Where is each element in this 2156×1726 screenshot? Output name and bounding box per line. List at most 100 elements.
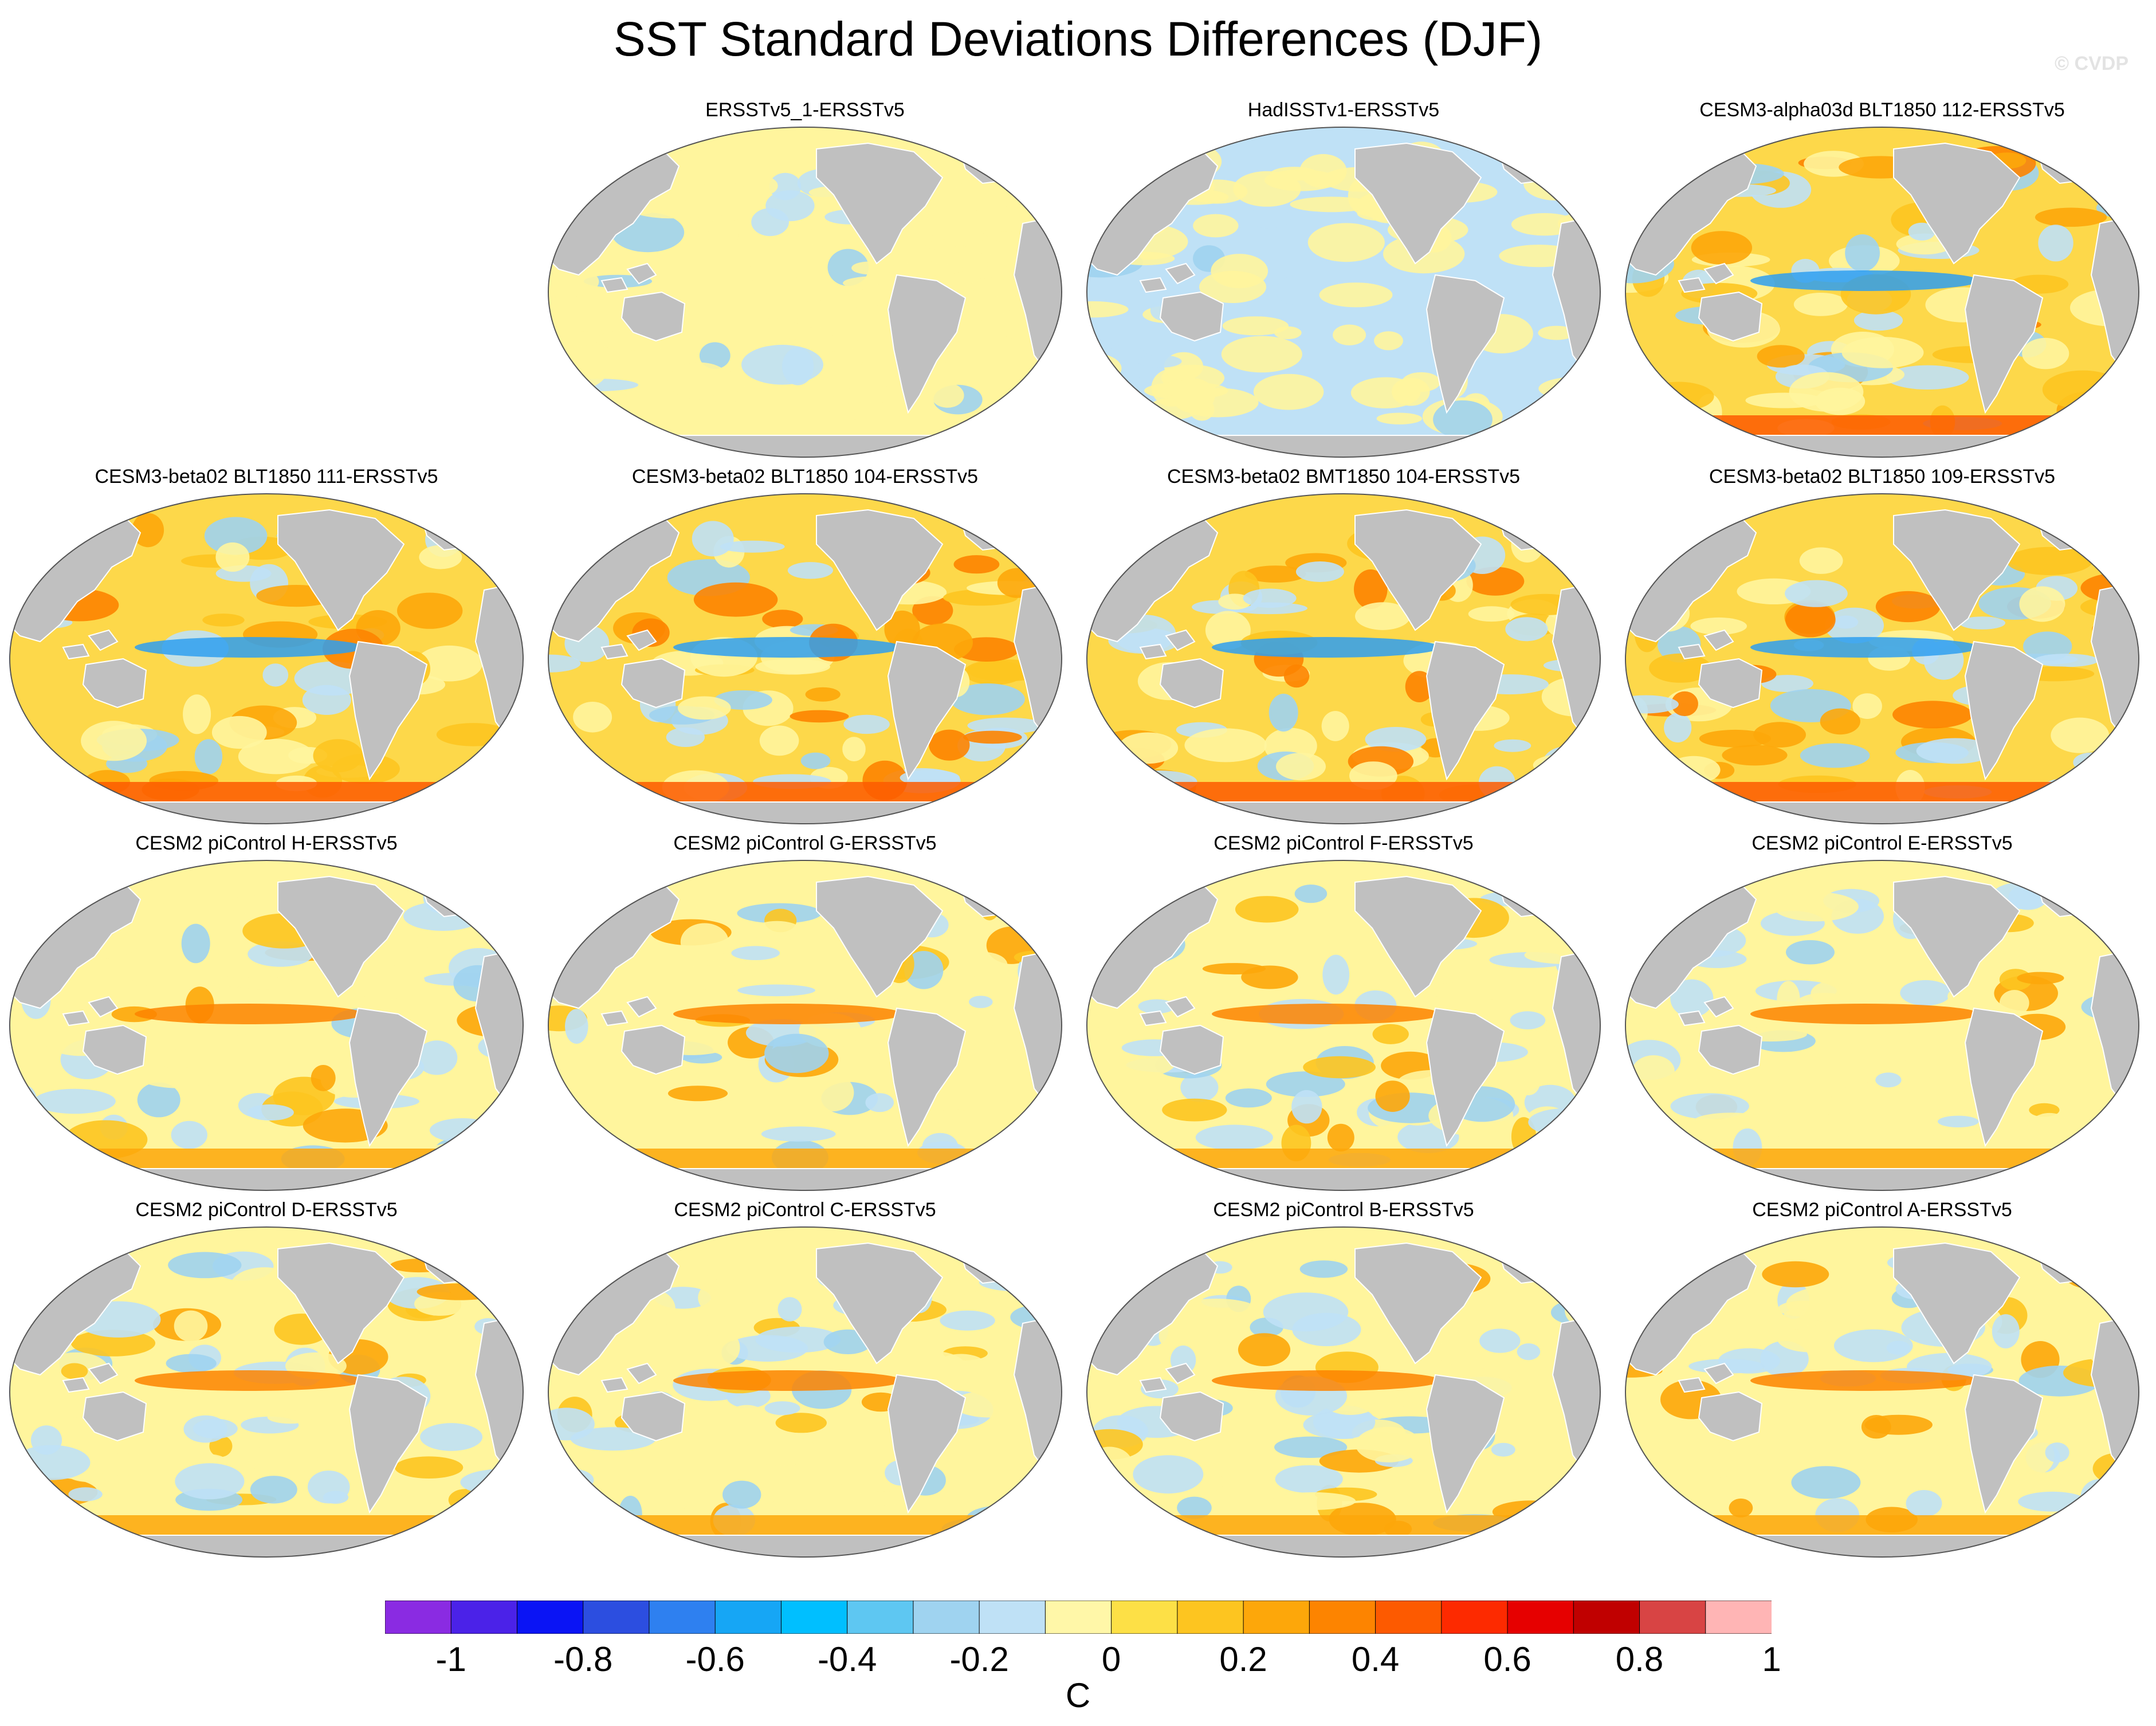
panel-title: CESM2 piControl C-ERSSTv5 [674, 1199, 936, 1221]
colorbar-swatch [780, 1600, 848, 1634]
anomaly-patch [70, 1330, 156, 1357]
colorbar-swatch [1705, 1600, 1773, 1634]
anomaly-patch [1376, 412, 1422, 424]
colorbar-swatch [1177, 1600, 1244, 1634]
anomaly-patch [183, 694, 211, 734]
anomaly-patch [1649, 653, 1711, 683]
anomaly-patch [900, 769, 960, 786]
map-outline [548, 127, 1062, 458]
anomaly-patch [1800, 743, 1870, 768]
land-mass [1354, 1242, 1482, 1365]
anomaly-patch [940, 1310, 995, 1331]
anomaly-patch [1290, 196, 1373, 213]
land-mass [1139, 1010, 1167, 1027]
anomaly-patch [666, 727, 705, 747]
anomaly-patch [1853, 310, 1903, 331]
anomaly-patch [2051, 717, 2110, 753]
anomaly-patch [1333, 324, 1366, 345]
anomaly-patch [1193, 214, 1239, 238]
anomaly-patch [61, 1363, 88, 1379]
colorbar-swatch [516, 1600, 584, 1634]
anomaly-patch [2018, 1491, 2087, 1512]
anomaly-patch [2022, 337, 2069, 369]
world-map [1086, 127, 1601, 458]
anomaly-patch [181, 923, 210, 964]
world-map [9, 860, 524, 1191]
map-panel: CESM3-alpha03d BLT1850 112-ERSSTv5 [1624, 97, 2140, 458]
map-panel: CESM2 piControl F-ERSSTv5 [1086, 831, 1601, 1192]
anomaly-patch [1091, 1091, 1159, 1114]
anomaly-patch [175, 1463, 245, 1500]
anomaly-patch [805, 687, 841, 702]
panel-title: CESM2 piControl B-ERSSTv5 [1213, 1199, 1474, 1221]
anomaly-patch [1176, 1299, 1256, 1319]
anomaly-patch [204, 517, 268, 555]
land-mass [626, 262, 657, 285]
anomaly-patch [1645, 536, 1683, 556]
anomaly-patch [1544, 1507, 1577, 1540]
map-panel: CESM3-beta02 BLT1850 109-ERSSTv5 [1624, 464, 2140, 825]
land-mass [1425, 274, 1505, 414]
anomaly-patch [1875, 1072, 1902, 1088]
map-panel: HadISSTv1-ERSSTv5 [1086, 97, 1601, 458]
anomaly-patch [2017, 972, 2064, 985]
anomaly-patch [504, 733, 523, 748]
anomaly-patch [81, 1453, 166, 1476]
anomaly-patch [1886, 365, 1969, 390]
southern-ocean-band [1087, 1515, 1600, 1535]
land-mass [1964, 640, 2044, 781]
anomaly-patch [2023, 631, 2072, 661]
anomaly-patch [215, 542, 250, 572]
anomaly-patch [248, 1443, 318, 1475]
land-mass [2110, 1253, 2139, 1307]
anomaly-patch [1299, 1260, 1348, 1278]
land-mass [1678, 643, 1706, 660]
anomaly-patch [565, 1009, 588, 1044]
map-panel: CESM2 piControl H-ERSSTv5 [9, 831, 524, 1192]
land-mass [548, 435, 1062, 457]
land-mass [1893, 875, 2021, 998]
anomaly-patch [1243, 588, 1297, 608]
land-mass [621, 1391, 686, 1442]
land-mass [887, 640, 967, 781]
anomaly-patch [1374, 331, 1403, 351]
anomaly-patch [166, 1354, 217, 1373]
anomaly-patch [762, 610, 803, 628]
colorbar-tick-label: -1 [435, 1640, 466, 1678]
anomaly-patch [1133, 1455, 1204, 1494]
anomaly-patch [1180, 1072, 1219, 1102]
anomaly-patch [1491, 1442, 1515, 1457]
world-map [1625, 127, 2139, 458]
anomaly-patch [1087, 1512, 1116, 1544]
southern-ocean-band [548, 1515, 1062, 1535]
map-panel: CESM2 piControl G-ERSSTv5 [547, 831, 1063, 1192]
panel-title: CESM3-beta02 BLT1850 104-ERSSTv5 [631, 466, 979, 487]
southern-ocean-band [548, 782, 1062, 802]
map-panel: CESM2 piControl A-ERSSTv5 [1624, 1197, 2140, 1558]
anomaly-patch [950, 683, 1025, 715]
anomaly-patch [238, 738, 315, 774]
anomaly-patch [202, 614, 245, 627]
anomaly-patch [1476, 999, 1505, 1016]
anomaly-patch [10, 556, 46, 572]
anomaly-patch [952, 1390, 1026, 1418]
anomaly-patch [893, 234, 949, 255]
anomaly-patch [851, 261, 887, 275]
anomaly-patch [1354, 569, 1388, 610]
map-outline [548, 493, 1062, 824]
anomaly-patch [1184, 728, 1267, 762]
land-mass [88, 996, 119, 1018]
anomaly-patch [417, 1283, 502, 1300]
anomaly-patch [1276, 753, 1326, 781]
anomaly-patch [1854, 1471, 1885, 1490]
land-mass [626, 1362, 657, 1385]
map-outline [1625, 860, 2139, 1191]
land-mass [816, 509, 944, 631]
anomaly-patch [416, 929, 489, 951]
colorbar-units: C [1065, 1676, 1091, 1715]
anomaly-patch [553, 1149, 625, 1161]
anomaly-patch [745, 1436, 819, 1466]
anomaly-patch [233, 977, 293, 990]
colorbar-swatch [979, 1600, 1046, 1634]
anomaly-patch [713, 370, 738, 409]
